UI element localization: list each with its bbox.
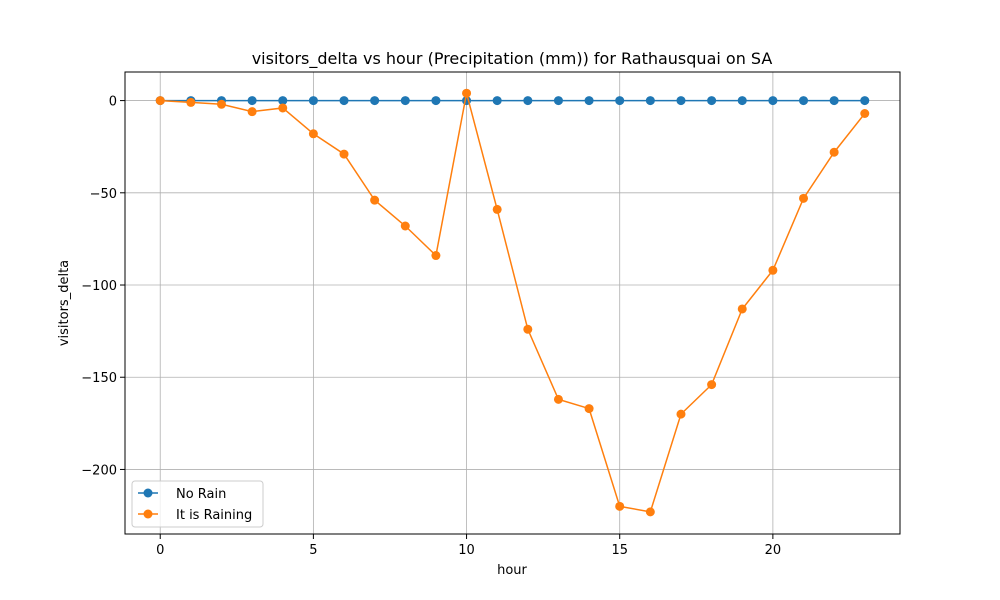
x-tick-label: 5 [309, 543, 317, 558]
data-point-no-rain [553, 96, 563, 106]
data-point-it-is-raining [155, 96, 165, 106]
data-point-it-is-raining [308, 129, 318, 139]
x-tick-label: 0 [156, 543, 164, 558]
data-point-it-is-raining [707, 380, 717, 390]
data-point-it-is-raining [462, 88, 472, 98]
y-tick-label: −200 [81, 463, 117, 478]
x-tick-label: 10 [458, 543, 475, 558]
data-point-it-is-raining [370, 195, 380, 205]
data-point-no-rain [860, 96, 870, 106]
data-point-no-rain [339, 96, 349, 106]
data-point-it-is-raining [339, 149, 349, 159]
data-point-it-is-raining [216, 99, 226, 109]
legend-box [131, 480, 264, 528]
data-point-no-rain [615, 96, 625, 106]
data-point-no-rain [400, 96, 410, 106]
data-point-no-rain [707, 96, 717, 106]
legend-marker-raining [143, 509, 153, 519]
data-point-no-rain [829, 96, 839, 106]
data-point-it-is-raining [247, 107, 257, 117]
plot-area-frame [124, 71, 901, 535]
data-point-it-is-raining [492, 204, 502, 214]
y-tick-label: −100 [81, 279, 117, 294]
y-tick-label: −150 [81, 371, 117, 386]
legend-marker-no-rain [143, 488, 153, 498]
data-point-it-is-raining [860, 109, 870, 118]
data-point-it-is-raining [737, 304, 747, 314]
grid [125, 72, 900, 534]
data-point-no-rain [523, 96, 533, 106]
data-point-it-is-raining [676, 409, 686, 419]
series-layer [155, 88, 870, 517]
data-point-it-is-raining [400, 221, 410, 231]
legend: No Rain It is Raining [131, 480, 264, 528]
data-point-it-is-raining [829, 147, 839, 157]
x-tick-label: 15 [611, 543, 628, 558]
chart-title: visitors_delta vs hour (Precipitation (m… [252, 49, 773, 69]
data-point-no-rain [676, 96, 686, 106]
data-point-it-is-raining [431, 251, 441, 261]
data-point-it-is-raining [523, 324, 533, 334]
data-point-no-rain [737, 96, 747, 106]
data-point-it-is-raining [553, 394, 563, 404]
x-axis-label: hour [497, 563, 527, 578]
data-point-no-rain [799, 96, 809, 106]
data-point-no-rain [370, 96, 380, 106]
data-point-it-is-raining [584, 404, 594, 414]
data-point-it-is-raining [186, 97, 196, 107]
data-point-it-is-raining [615, 501, 625, 511]
data-point-no-rain [247, 96, 257, 106]
y-axis-label: visitors_delta [57, 260, 72, 346]
y-tick-label: 0 [109, 95, 117, 110]
legend-label-raining: It is Raining [176, 508, 252, 523]
data-point-no-rain [308, 96, 318, 106]
data-point-it-is-raining [645, 507, 655, 517]
data-point-no-rain [768, 96, 778, 106]
data-point-it-is-raining [799, 193, 809, 203]
legend-label-no-rain: No Rain [176, 487, 226, 502]
data-point-no-rain [278, 96, 288, 106]
data-point-it-is-raining [278, 103, 288, 113]
data-point-no-rain [645, 96, 655, 106]
y-tick-label: −50 [90, 187, 117, 202]
data-point-no-rain [584, 96, 594, 106]
series-line-it-is-raining [160, 93, 866, 513]
axis-ticks: 0 5 10 15 20 0 −50 −100 −150 −200 [81, 95, 781, 558]
data-point-it-is-raining [768, 265, 778, 275]
data-point-no-rain [431, 96, 441, 106]
data-point-no-rain [492, 96, 502, 106]
x-tick-label: 20 [765, 543, 782, 558]
